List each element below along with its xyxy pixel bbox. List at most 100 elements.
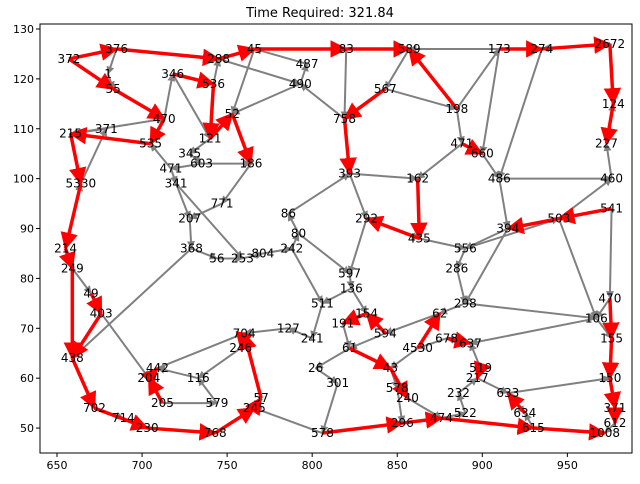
x-tick-label: 700 — [132, 459, 153, 472]
node-label: 61 — [342, 341, 357, 355]
network-edge — [320, 382, 339, 434]
node-label: 511 — [311, 296, 334, 310]
network-edge — [481, 153, 501, 180]
network-edge — [348, 173, 368, 220]
network-edge — [465, 302, 598, 322]
node-label: 393 — [338, 167, 361, 181]
network-edge — [287, 212, 300, 234]
x-axis: 650 700 750 800 850 900 950 — [47, 453, 578, 472]
node-labels: 376 372 155 288 45 83 346 536 470 371 215 535 121345… — [54, 37, 626, 440]
chart-title: Time Required: 321.84 — [245, 6, 394, 21]
x-tick-label: 900 — [472, 459, 493, 472]
node-label: 804 — [251, 246, 274, 260]
node-label: 116 — [187, 371, 210, 385]
node-label: 346 — [161, 67, 184, 81]
route-edge — [388, 367, 409, 400]
network-edge — [189, 152, 203, 165]
network-edge — [455, 48, 501, 110]
network-edge — [507, 375, 611, 395]
node-label: 43 — [383, 361, 398, 375]
node-label: 768 — [204, 426, 227, 440]
route-edge — [603, 43, 622, 106]
network-edge — [189, 137, 211, 155]
node-label: 162 — [406, 172, 429, 186]
route-edge — [541, 36, 612, 54]
route-edge — [70, 357, 97, 410]
node-label: 288 — [207, 52, 230, 66]
x-tick-label: 950 — [557, 459, 578, 472]
node-label: 124 — [602, 97, 625, 111]
node-label: 371 — [95, 122, 118, 136]
network-edge — [169, 168, 178, 185]
node-label: 57 — [254, 391, 269, 405]
node-label: 26 — [308, 361, 323, 375]
node-label: 704 — [233, 326, 256, 340]
route-edge — [601, 338, 620, 380]
node-label: 207 — [178, 212, 201, 226]
network-edge — [464, 227, 509, 250]
node-label: 2672 — [595, 37, 626, 51]
network-edge — [170, 162, 202, 172]
network-edge — [321, 287, 352, 305]
node-label: 470 — [153, 112, 176, 126]
network-edge — [455, 268, 468, 305]
network-edge — [262, 245, 293, 255]
node-label: 253 — [231, 251, 254, 265]
node-label: 522 — [454, 406, 477, 420]
network-edge — [346, 273, 355, 290]
network-edge — [417, 142, 463, 180]
node-label: 1 — [104, 67, 112, 81]
route-edge — [58, 247, 76, 271]
node-label: 368 — [180, 241, 203, 255]
node-label: 83 — [339, 42, 354, 56]
node-label: 471 — [160, 162, 183, 176]
node-label: 298 — [454, 296, 477, 310]
route-edge — [446, 331, 473, 349]
network-edge — [187, 218, 195, 250]
network-edge — [175, 182, 244, 260]
network-edge — [497, 48, 543, 180]
node-label: 155 — [600, 331, 623, 345]
node-label: 217 — [466, 371, 489, 385]
node-label: 589 — [398, 42, 421, 56]
route-edge — [348, 346, 393, 370]
node-label: 714 — [112, 411, 135, 425]
node-label: 80 — [291, 227, 306, 241]
network-edge — [603, 142, 613, 179]
node-label: 376 — [105, 42, 128, 56]
node-label: 274 — [530, 42, 553, 56]
network-edge — [297, 232, 351, 275]
network-edge — [290, 232, 300, 249]
node-label: 394 — [496, 222, 519, 236]
route-edge — [245, 396, 263, 417]
node-label: 660 — [471, 147, 494, 161]
route-edge — [602, 298, 620, 341]
network-edge — [299, 63, 309, 85]
network-edge — [457, 377, 478, 394]
node-label: 474 — [430, 411, 453, 425]
y-tick-label: 60 — [20, 372, 34, 385]
y-tick-label: 110 — [13, 123, 34, 136]
route-edge — [322, 416, 405, 435]
node-label: 460 — [600, 172, 623, 186]
route-edge — [112, 87, 166, 121]
y-axis: 50 60 70 80 90 100 110 120 130 — [13, 23, 40, 435]
network-edge — [606, 208, 615, 300]
network-edge — [455, 248, 467, 270]
route-edge — [202, 83, 220, 141]
route-edge — [149, 117, 166, 146]
node-label: 567 — [374, 82, 397, 96]
x-tick-label: 850 — [387, 459, 408, 472]
node-label: 634 — [513, 406, 536, 420]
route-edge — [600, 103, 618, 146]
node-label: 45 — [247, 42, 262, 56]
network-edge — [197, 347, 242, 379]
node-label: 536 — [202, 77, 225, 91]
node-label: 292 — [355, 212, 378, 226]
network-edge — [416, 337, 447, 350]
route-edge — [208, 112, 234, 140]
route-edge — [416, 311, 442, 350]
route-edge — [68, 133, 87, 186]
node-label: 154 — [355, 306, 378, 320]
